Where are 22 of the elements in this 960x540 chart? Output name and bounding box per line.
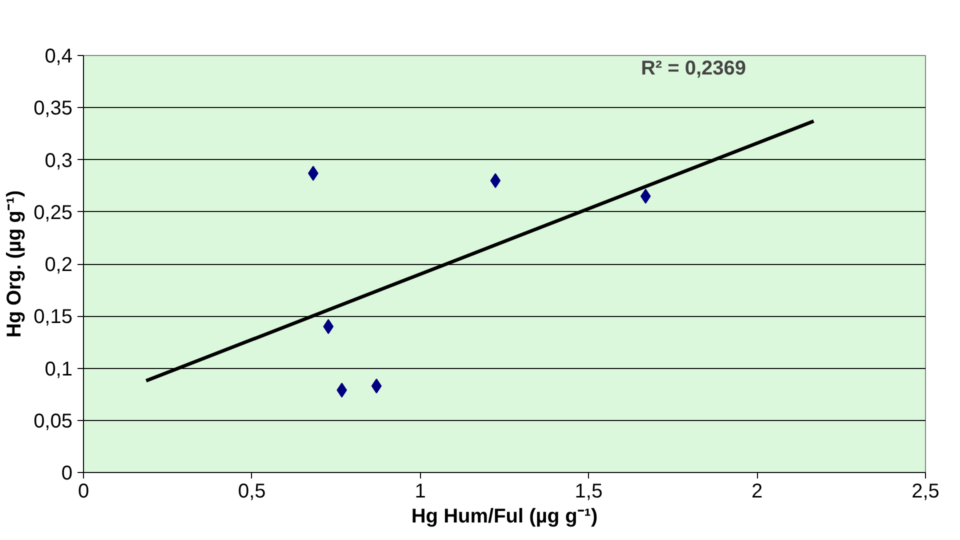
point (323, 319, 334, 334)
x-tick-label: 1,5 (574, 480, 603, 502)
y-tick-label: 0,4 (44, 46, 73, 68)
y-axis-title: Hg Org. (µg g⁻¹) (4, 190, 26, 338)
x-tick-label: 0 (78, 480, 90, 502)
y-tick-label: 0,2 (44, 254, 73, 276)
y-tick-label: 0,3 (44, 150, 73, 172)
y-tick-label: 0 (61, 462, 72, 484)
point (640, 188, 651, 204)
annotation: R² = 0,2369 (640, 58, 746, 80)
x-tick-label: 1 (414, 480, 426, 502)
point (371, 378, 382, 394)
x-tick-label: 2 (752, 480, 763, 502)
y-tick-label: 0,35 (34, 98, 73, 120)
x-tick-label: 2,5 (912, 480, 940, 502)
point (490, 173, 501, 188)
x-tick-label: 0,5 (238, 480, 266, 502)
y-tick-label: 0,1 (44, 358, 73, 380)
x-axis-title: Hg Hum/Ful (µg g⁻¹) (411, 506, 598, 528)
y-tick-label: 0,25 (34, 202, 73, 224)
y-tick-label: 0,05 (34, 410, 73, 432)
y-tick-label: 0,15 (34, 306, 73, 328)
